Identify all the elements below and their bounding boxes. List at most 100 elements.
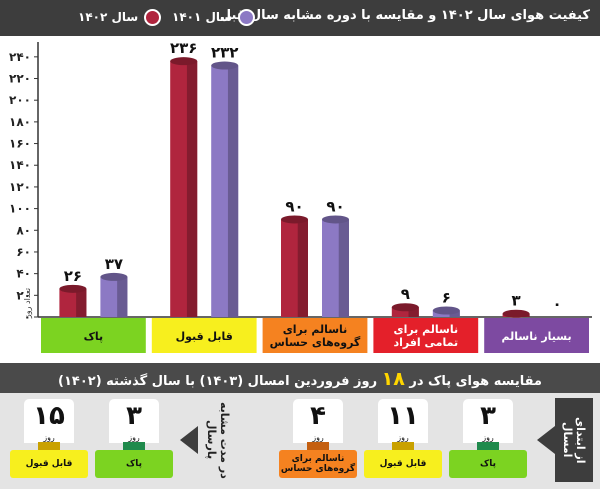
bar-value-label: ۳۷ (105, 255, 123, 273)
y-tick-label: ۰ (24, 310, 31, 324)
y-tick-label: ۱۰۰ (9, 202, 31, 216)
card-value: ۳ (463, 399, 513, 433)
card-value: ۳ (109, 399, 159, 433)
bar-shade (186, 61, 198, 318)
bar-value-label: ۰ (553, 295, 562, 313)
bar-value-label: ۹ (401, 285, 410, 303)
comparison-band: مقایسه هوای پاک در ۱۸ روز فروردین امسال … (0, 363, 600, 393)
bar-value-label: ۲۶ (64, 267, 82, 285)
bar-shade (227, 65, 239, 318)
bar-shade (117, 276, 128, 317)
card-value: ۱۱ (378, 399, 428, 433)
legend-swatch-1402 (144, 8, 162, 26)
bar-value-label: ۲۳۶ (170, 39, 197, 57)
bar-shade (297, 219, 308, 317)
current-card-sensitive: ۴ روز ناسالم برای گروه‌های حساس (279, 399, 357, 481)
bar-value-label: ۶ (442, 288, 451, 306)
y-tick-label: ۱۲۰ (9, 180, 31, 194)
category-label-box (484, 318, 589, 353)
card-tab (38, 442, 60, 450)
bar-shade (338, 219, 349, 317)
category-label: ناسالم برای گروه‌های حساس (270, 323, 361, 349)
y-axis-title: تعداد روز (23, 288, 32, 319)
previous-year-label: در مدت مشابه پارسال (201, 400, 231, 480)
card-tab (477, 442, 499, 450)
card-label: ناسالم برای گروه‌های حساس (279, 450, 357, 478)
page-title: کیفیت هوای سال ۱۴۰۲ و مقایسه با دوره مشا… (219, 8, 590, 23)
y-tick-label: ۱۴۰ (9, 158, 31, 172)
category-label-line: تمامی افراد (393, 336, 458, 349)
bar-cap (59, 284, 87, 293)
y-tick-label: ۴۰ (16, 267, 31, 281)
card-unit: روز (463, 433, 513, 443)
bar-cap (281, 215, 308, 224)
bar-value-label: ۳ (512, 292, 521, 310)
bar-cap (502, 309, 530, 318)
card-value: ۴ (293, 399, 343, 433)
previous-card-clean: ۳ روز پاک (95, 399, 173, 481)
header-bar: کیفیت هوای سال ۱۴۰۲ و مقایسه با دوره مشا… (0, 0, 600, 36)
category-label-line: ناسالم برای (283, 323, 348, 336)
card-unit: روز (378, 433, 428, 443)
bar (391, 307, 419, 317)
current-year-tab (555, 398, 593, 482)
current-year-label: از ابتدای امسال (561, 416, 587, 464)
category-label-box (262, 318, 368, 353)
card-tab (123, 442, 145, 450)
y-tick-label: ۱۸۰ (9, 115, 31, 129)
bar-cap (100, 272, 128, 281)
bar-cap (322, 215, 349, 224)
bar-shade (76, 288, 87, 317)
comparison-title-post: روز فروردین امسال (۱۴۰۳) با سال گذشته (۱… (58, 374, 378, 389)
bar-value-label: ۹۰ (285, 197, 303, 215)
current-card-clean: ۳ روز پاک (449, 399, 527, 481)
card-label: قابل قبول (10, 450, 88, 478)
category-label: پاک (84, 330, 104, 343)
category-label: بسیار ناسالم (502, 330, 572, 343)
legend-label-1402: سال ۱۴۰۲ (78, 10, 139, 24)
category-label-line: بسیار ناسالم (502, 330, 572, 343)
category-label: ناسالم برای تمامی افراد (393, 323, 458, 349)
y-tick-label: ۲۲۰ (9, 72, 31, 86)
card-label: قابل قبول (364, 450, 442, 478)
card-unit: روز (293, 433, 343, 443)
comparison-title: مقایسه هوای پاک در ۱۸ روز فروردین امسال … (0, 368, 600, 390)
current-card-acceptable: ۱۱ روز قابل قبول (364, 399, 442, 481)
legend-item-1401: سال ۱۴۰۱ (172, 7, 256, 27)
bar-cap (170, 57, 198, 66)
card-tab (392, 442, 414, 450)
category-label-line: قابل قبول (176, 330, 233, 343)
previous-label-line1: در مدت مشابه (218, 401, 231, 479)
category-label-line: ناسالم برای (393, 323, 458, 336)
bar-cap (391, 303, 419, 312)
category-label-box (151, 318, 257, 353)
y-tick-label: ۲۴۰ (9, 50, 31, 64)
bar-value-label: ۲۳۲ (211, 44, 238, 62)
current-arrow (537, 426, 555, 454)
card-label: پاک (449, 450, 527, 478)
category-label-box (41, 318, 146, 353)
legend-item-1402: سال ۱۴۰۲ (78, 7, 162, 27)
y-tick-label: ۲۰ (16, 288, 31, 302)
y-tick-label: ۱۶۰ (9, 137, 31, 151)
category-label-line: پاک (84, 330, 104, 343)
y-tick-label: ۲۰۰ (9, 93, 31, 107)
bar-cap (432, 306, 460, 315)
y-tick-label: ۶۰ (16, 245, 31, 259)
bar-shade (408, 307, 419, 317)
bar-shade (449, 310, 460, 317)
category-label-line: گروه‌های حساس (270, 336, 361, 349)
bar-cap (211, 61, 239, 70)
legend-swatch-1401 (238, 8, 256, 26)
card-unit: روز (24, 433, 74, 443)
card-unit: روز (109, 433, 159, 443)
card-tab (307, 442, 329, 450)
previous-label-line2: پارسال (205, 420, 218, 460)
comparison-title-pre: مقایسه هوای پاک در (409, 374, 542, 389)
bar-value-label: ۹۰ (326, 197, 344, 215)
card-label: پاک (95, 450, 173, 478)
comparison-title-number: ۱۸ (381, 368, 405, 390)
y-tick-label: ۸۰ (16, 223, 31, 237)
